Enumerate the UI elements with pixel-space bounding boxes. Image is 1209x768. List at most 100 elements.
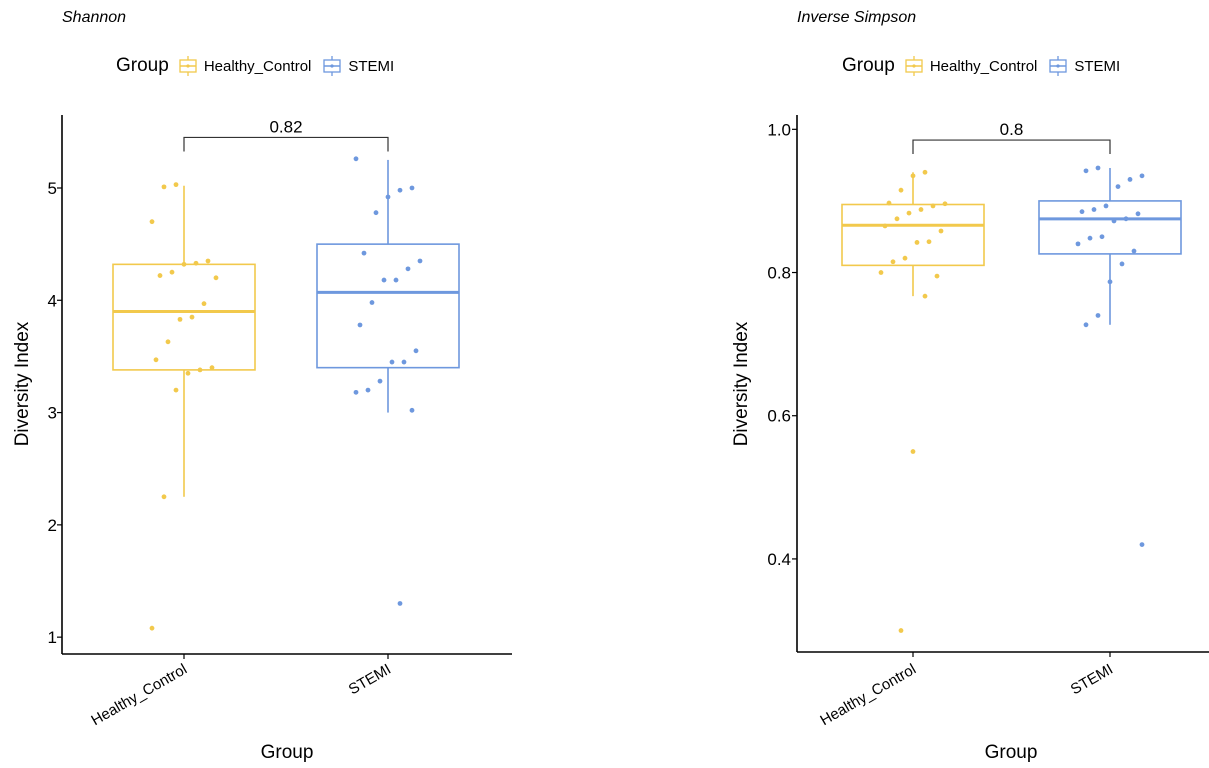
data-point bbox=[385, 194, 391, 200]
data-point bbox=[914, 240, 920, 245]
data-point bbox=[369, 300, 375, 305]
data-point bbox=[898, 628, 904, 633]
data-point bbox=[906, 210, 912, 216]
data-point bbox=[165, 339, 171, 345]
data-point bbox=[149, 219, 155, 225]
data-point bbox=[417, 258, 423, 264]
data-point bbox=[886, 200, 892, 206]
data-point bbox=[397, 601, 403, 606]
data-point bbox=[393, 277, 399, 283]
data-point bbox=[409, 407, 415, 413]
legend-label: Healthy_Control bbox=[203, 57, 312, 75]
data-point bbox=[926, 239, 932, 245]
comparison-bracket bbox=[183, 136, 389, 152]
y-tick-label: 0.4 bbox=[767, 550, 791, 569]
data-point bbox=[185, 370, 191, 376]
legend-key-box-icon bbox=[905, 56, 923, 76]
shannon-panel: Shannon Group Healthy_Control STEMI 1 2 3 4… bbox=[0, 0, 560, 768]
y-axis-title: Diversity Index bbox=[12, 321, 33, 446]
data-point bbox=[353, 156, 359, 162]
data-point bbox=[401, 359, 407, 365]
data-point bbox=[205, 258, 211, 264]
data-point bbox=[153, 357, 159, 363]
legend-label: STEMI bbox=[348, 57, 395, 75]
data-point bbox=[1107, 279, 1113, 285]
data-point bbox=[1091, 207, 1097, 212]
data-point bbox=[377, 378, 383, 384]
y-tick-label: 1 bbox=[48, 628, 57, 647]
legend-title: Group bbox=[116, 55, 169, 76]
data-point bbox=[1131, 248, 1137, 254]
data-point bbox=[357, 322, 363, 328]
x-tick-label: Healthy_Control bbox=[817, 661, 919, 730]
data-point bbox=[1123, 216, 1129, 222]
data-point bbox=[173, 387, 179, 393]
y-tick-label: 0.6 bbox=[767, 407, 791, 426]
data-point bbox=[189, 314, 195, 320]
y-tick-label: 4 bbox=[48, 291, 57, 310]
data-point bbox=[381, 277, 387, 283]
data-point bbox=[938, 228, 944, 234]
legend-item-healthy-control: Healthy_Control bbox=[177, 55, 312, 77]
data-point bbox=[922, 169, 928, 175]
data-point bbox=[1095, 313, 1101, 318]
box-iqr bbox=[1038, 200, 1182, 255]
data-point bbox=[1103, 203, 1109, 209]
data-point bbox=[361, 250, 367, 256]
legend-item-healthy-control: Healthy_Control bbox=[903, 55, 1038, 77]
chart-title: Inverse Simpson bbox=[797, 9, 917, 26]
data-point bbox=[1079, 209, 1085, 215]
legend: Group Healthy_Control STEMI bbox=[116, 52, 404, 80]
x-axis-title: Group bbox=[985, 742, 1038, 763]
legend-title: Group bbox=[842, 55, 895, 76]
data-point bbox=[934, 273, 940, 279]
data-point bbox=[878, 270, 884, 275]
data-point bbox=[890, 259, 896, 265]
data-point bbox=[918, 207, 924, 212]
inverse-simpson-panel: Inverse Simpson Group Healthy_Control ST… bbox=[720, 0, 1209, 768]
data-point bbox=[409, 185, 415, 191]
data-point bbox=[898, 187, 904, 193]
data-point bbox=[161, 184, 167, 190]
shannon-plot: 1 2 3 4 5 Diversity Index Group Healthy_Control… bbox=[12, 115, 512, 763]
data-point bbox=[930, 203, 936, 209]
data-point bbox=[373, 210, 379, 216]
data-point bbox=[181, 261, 187, 267]
legend-key-box-icon bbox=[323, 56, 342, 76]
data-point bbox=[413, 348, 419, 354]
x-tick-label: Healthy_Control bbox=[88, 661, 190, 730]
data-point bbox=[1115, 184, 1121, 190]
y-tick-label: 0.8 bbox=[767, 264, 791, 283]
data-point bbox=[173, 182, 179, 188]
data-point bbox=[1075, 241, 1081, 247]
data-point bbox=[1083, 322, 1089, 328]
data-point bbox=[197, 367, 203, 373]
inverse-simpson-plot: 0.4 0.6 0.8 1.0 Diversity Index Group Healthy_… bbox=[731, 115, 1209, 763]
data-point bbox=[201, 301, 207, 307]
data-point bbox=[1095, 165, 1101, 171]
data-point bbox=[157, 273, 163, 278]
x-tick-label: STEMI bbox=[1068, 661, 1116, 699]
data-point bbox=[1139, 173, 1145, 179]
p-value-label: 0.82 bbox=[269, 117, 302, 136]
data-point bbox=[397, 187, 403, 193]
comparison-bracket bbox=[912, 139, 1111, 155]
data-point bbox=[149, 625, 155, 631]
box-iqr bbox=[316, 243, 460, 369]
data-point bbox=[1111, 218, 1117, 224]
data-point bbox=[1087, 235, 1093, 241]
data-point bbox=[894, 216, 900, 222]
data-point bbox=[405, 266, 411, 272]
chart-title: Shannon bbox=[62, 9, 127, 26]
data-point bbox=[1139, 542, 1145, 547]
box-iqr bbox=[841, 203, 985, 267]
legend-key-box-icon bbox=[179, 56, 197, 76]
legend-label: Healthy_Control bbox=[929, 57, 1038, 75]
y-tick-label: 3 bbox=[48, 404, 57, 423]
legend-label: STEMI bbox=[1074, 57, 1121, 75]
y-tick-label: 2 bbox=[48, 516, 57, 535]
data-point bbox=[910, 173, 916, 179]
data-point bbox=[1099, 234, 1105, 240]
box-iqr bbox=[112, 263, 256, 371]
data-point bbox=[213, 275, 219, 281]
